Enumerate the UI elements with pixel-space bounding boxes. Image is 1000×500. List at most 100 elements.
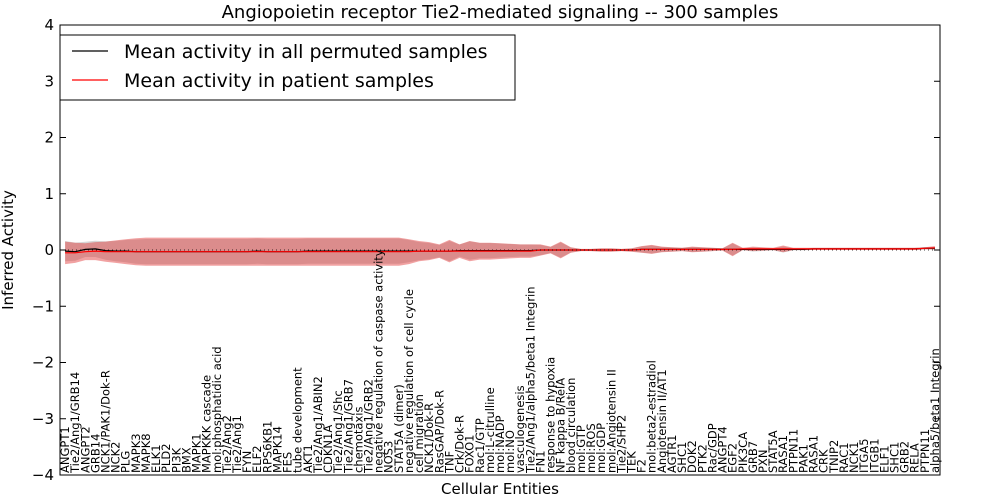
entity-label: FES bbox=[281, 452, 295, 473]
entity-label: ELF1 bbox=[877, 445, 891, 473]
entity-label: FYN bbox=[240, 451, 254, 473]
axis-layer: −4 −3 −2 −1 0 1 2 3 4 bbox=[32, 16, 941, 484]
entity-label: Tie2/Ang1/Shc bbox=[331, 390, 345, 474]
series-line-layer bbox=[65, 247, 935, 254]
entity-label: Tie2/Ang1/ABIN2 bbox=[311, 376, 325, 474]
entity-label: FN1 bbox=[534, 450, 548, 473]
y-tick-label: −1 bbox=[32, 297, 54, 315]
entity-label: STAT5A (dimer) bbox=[392, 384, 406, 473]
entity-label: TNF bbox=[442, 451, 456, 474]
entity-label: MAPKKK cascade bbox=[200, 375, 214, 473]
entity-label: AKT1 bbox=[301, 444, 315, 473]
y-tick-label: 3 bbox=[44, 72, 54, 90]
y-tick-label: 4 bbox=[44, 16, 54, 34]
entity-label: NCK1/Dok-R bbox=[422, 403, 436, 473]
entity-label: Rac1/GTP bbox=[473, 418, 487, 473]
entity-label: negative regulation of cell cycle bbox=[402, 289, 416, 473]
entity-label: chemotaxis bbox=[351, 407, 365, 473]
legend-label-patient: Mean activity in patient samples bbox=[124, 70, 434, 92]
entity-label: RELA bbox=[908, 443, 922, 473]
legend-label-permuted: Mean activity in all permuted samples bbox=[124, 41, 487, 63]
entity-label: mol:phosphatidic acid bbox=[210, 346, 224, 473]
entity-label: NCK2 bbox=[109, 442, 123, 474]
entity-label: Tie2/Ang2 bbox=[220, 415, 234, 474]
entity-label: RASA1 bbox=[807, 435, 821, 473]
entity-label: mol:ROS bbox=[584, 423, 598, 473]
entity-label: PLD2 bbox=[159, 443, 173, 473]
entity-label: NCK1/PAK1/Dok-R bbox=[99, 370, 113, 473]
entity-label: GRB7 bbox=[746, 441, 760, 473]
entity-label: mol:NO bbox=[503, 430, 517, 473]
entity-label: TEK bbox=[625, 451, 639, 474]
entity-label: NCK1 bbox=[847, 442, 861, 474]
entity-label: mol:L-citrulline bbox=[483, 387, 497, 473]
entity-label: RPS6KB1 bbox=[260, 421, 274, 473]
entity-label: Crk/Dok-R bbox=[453, 415, 467, 473]
entity-label: PTK2 bbox=[695, 444, 709, 473]
entity-label: SHC1 bbox=[888, 442, 902, 473]
entity-label: PTPN11 bbox=[786, 429, 800, 473]
entity-label: mol:NADP bbox=[493, 415, 507, 473]
entity-label: ITGA5 bbox=[857, 438, 871, 473]
entity-label: Rac/GDP bbox=[705, 423, 719, 473]
entity-label: PLG bbox=[119, 451, 133, 473]
entity-label: mol:GDP bbox=[594, 423, 608, 473]
y-tick-label: 1 bbox=[44, 185, 54, 203]
entity-label-layer: ANGPT1Tie2/Ang1/GRB14ANGPT2GRB14NCK1/PAK… bbox=[58, 249, 942, 474]
chart-title: Angiopoietin receptor Tie2-mediated sign… bbox=[222, 2, 779, 23]
patient-mean-line bbox=[65, 247, 935, 254]
entity-label: RasGAP/Dok-R bbox=[432, 390, 446, 473]
entity-label: GRB2 bbox=[898, 441, 912, 473]
entity-label: ITGB1 bbox=[867, 438, 881, 473]
entity-label: PIK3CA bbox=[736, 432, 750, 473]
entity-label: Tie2/Ang1/GRB7 bbox=[341, 379, 355, 474]
entity-label: mol:beta2-estradiol bbox=[645, 360, 659, 473]
entity-label: mol:GTP bbox=[574, 425, 588, 473]
y-tick-label: 0 bbox=[44, 241, 54, 259]
entity-label: ANGPT1 bbox=[58, 426, 72, 473]
entity-label: TNIP2 bbox=[827, 440, 841, 474]
legend: Mean activity in all permuted samples Me… bbox=[59, 34, 516, 101]
y-tick-label: −4 bbox=[32, 466, 54, 484]
entity-label: MAPK8 bbox=[139, 433, 153, 473]
entity-label: ANGPT2 bbox=[78, 426, 92, 473]
entity-label: PTPN11 bbox=[918, 429, 932, 473]
entity-label: cell migration bbox=[412, 394, 426, 473]
entity-label: Tie2/SHP2 bbox=[614, 415, 628, 474]
entity-label: DOK2 bbox=[685, 440, 699, 473]
entity-label: RAC1 bbox=[837, 442, 851, 473]
y-tick-label: −2 bbox=[32, 354, 54, 372]
entity-label: Tie2/Ang1/GRB14 bbox=[68, 372, 82, 474]
entity-label: ELF2 bbox=[250, 445, 264, 473]
y-tick-label: 2 bbox=[44, 129, 54, 147]
entity-label: MAPK14 bbox=[271, 426, 285, 473]
entity-label: F2 bbox=[635, 459, 649, 473]
entity-label: alpha5/beta1 Integrin bbox=[928, 348, 942, 473]
legend-frame bbox=[59, 34, 516, 101]
entity-label: BMX bbox=[179, 447, 193, 473]
entity-label: FOXO1 bbox=[463, 435, 477, 473]
entity-label: CDKN1A bbox=[321, 425, 335, 473]
entity-label: RASA1 bbox=[776, 435, 790, 473]
entity-label: AGTR1 bbox=[665, 435, 679, 474]
entity-label: Angiotensin II/AT1 bbox=[655, 369, 669, 473]
y-axis-label: Inferred Activity bbox=[0, 190, 17, 310]
entity-label: ANGPT4 bbox=[716, 426, 730, 473]
entity-label: GRB14 bbox=[88, 434, 102, 473]
x-axis-label: Cellular Entities bbox=[441, 480, 559, 498]
entity-label: mol:Angiotensin II bbox=[604, 369, 618, 473]
entity-label: blood circulation bbox=[564, 378, 578, 473]
entity-label: vasculogenesis bbox=[513, 385, 527, 473]
plot-frame bbox=[59, 24, 941, 476]
entity-label: PI3K bbox=[169, 447, 183, 473]
entity-label: Tie2/Ang1 bbox=[230, 415, 244, 474]
entity-label: negative regulation of caspase activity bbox=[372, 249, 386, 473]
entity-label: NOS3 bbox=[382, 441, 396, 473]
entity-label: MAPK3 bbox=[129, 433, 143, 473]
entity-label: EGF2 bbox=[726, 443, 740, 473]
entity-label: response to hypoxia bbox=[544, 357, 558, 473]
y-tick-label: −3 bbox=[32, 410, 54, 428]
entity-label: SHC1 bbox=[675, 442, 689, 473]
entity-label: STAT5A bbox=[766, 430, 780, 473]
